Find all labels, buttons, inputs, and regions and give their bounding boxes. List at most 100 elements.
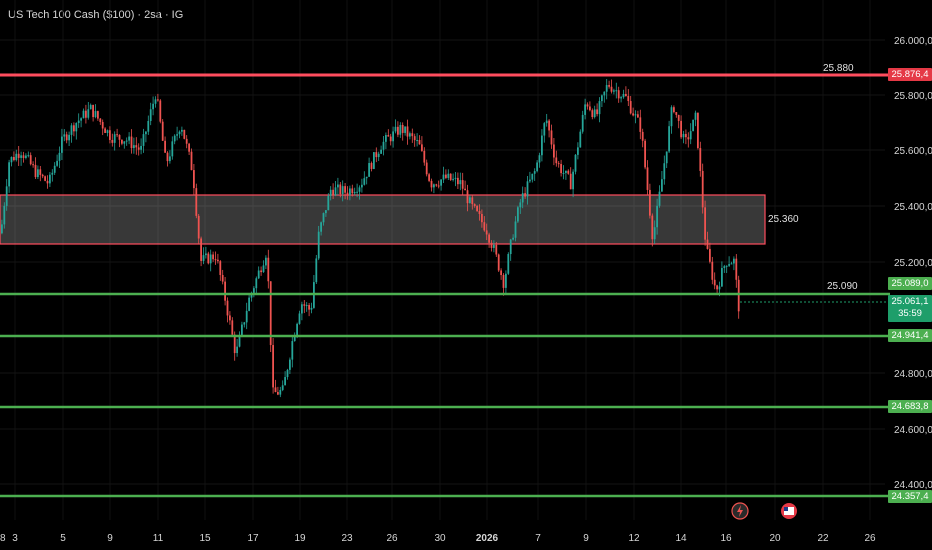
red-level-badge: 25.876,4 bbox=[888, 68, 932, 81]
y-tick-label: 24.800,0 bbox=[894, 369, 932, 380]
candle-body bbox=[490, 242, 493, 248]
candle-body bbox=[142, 134, 145, 146]
candle-body bbox=[308, 305, 310, 310]
x-tick-label: 3 bbox=[12, 533, 18, 544]
candle-body bbox=[682, 133, 685, 138]
candle-body bbox=[502, 274, 505, 288]
x-tick-label: 7 bbox=[535, 533, 541, 544]
candle-body bbox=[315, 258, 318, 283]
x-tick-label: 30 bbox=[434, 533, 446, 544]
candle-body bbox=[101, 121, 104, 129]
candles-group bbox=[1, 79, 740, 398]
candle-body bbox=[469, 197, 471, 204]
candle-body bbox=[437, 185, 440, 187]
candle-body bbox=[373, 152, 375, 169]
candle-body bbox=[694, 112, 697, 120]
y-tick-label: 25.400,0 bbox=[894, 202, 932, 213]
candle-body bbox=[526, 181, 529, 197]
candle-body bbox=[397, 126, 399, 135]
candle-body bbox=[322, 213, 325, 223]
candle-body bbox=[291, 341, 294, 360]
candle-body bbox=[497, 254, 500, 271]
candle-body bbox=[512, 237, 514, 240]
candle-body bbox=[521, 193, 524, 203]
candle-body bbox=[245, 310, 248, 323]
candle-body bbox=[207, 253, 210, 264]
candle-body bbox=[509, 239, 512, 255]
candle-body bbox=[586, 104, 589, 107]
candle-body bbox=[190, 151, 193, 171]
candle-body bbox=[471, 197, 474, 205]
candle-body bbox=[401, 124, 404, 133]
candle-body bbox=[34, 164, 37, 178]
candle-body bbox=[483, 222, 486, 231]
candle-body bbox=[627, 95, 630, 102]
candle-body bbox=[284, 377, 286, 386]
candle-body bbox=[279, 389, 282, 395]
candle-body bbox=[392, 131, 394, 142]
us-flag-stripes bbox=[784, 507, 794, 515]
candle-body bbox=[217, 259, 219, 262]
candle-body bbox=[149, 109, 152, 121]
candle-body bbox=[145, 131, 147, 135]
candle-body bbox=[49, 174, 51, 184]
candle-body bbox=[77, 120, 80, 124]
candle-body bbox=[514, 221, 517, 238]
x-tick-label: 22 bbox=[817, 533, 829, 544]
candle-body bbox=[176, 134, 178, 136]
event-icons bbox=[731, 502, 797, 520]
candle-body bbox=[370, 163, 373, 169]
candle-body bbox=[380, 149, 382, 154]
candle-body bbox=[197, 215, 200, 239]
candle-body bbox=[181, 129, 183, 132]
candle-body bbox=[704, 207, 706, 240]
candle-body bbox=[289, 359, 291, 370]
candle-body bbox=[685, 133, 687, 138]
candle-body bbox=[517, 207, 519, 222]
candle-body bbox=[29, 155, 32, 165]
candle-body bbox=[51, 172, 54, 175]
candle-body bbox=[665, 151, 668, 164]
x-tick-label: 9 bbox=[583, 533, 589, 544]
candle-body bbox=[596, 109, 598, 115]
candle-body bbox=[692, 119, 694, 132]
candle-body bbox=[653, 227, 656, 240]
candle-body bbox=[356, 191, 358, 193]
candle-body bbox=[301, 304, 303, 314]
candle-body bbox=[125, 140, 128, 142]
candle-body bbox=[713, 279, 716, 286]
candle-body bbox=[421, 144, 423, 151]
candle-body bbox=[411, 133, 414, 137]
candle-body bbox=[3, 205, 6, 225]
candle-body bbox=[320, 222, 322, 232]
y-tick-label: 24.600,0 bbox=[894, 425, 932, 436]
candle-body bbox=[173, 135, 176, 142]
candle-body bbox=[53, 165, 56, 173]
candle-body bbox=[87, 109, 90, 118]
candle-body bbox=[377, 153, 380, 158]
candle-body bbox=[10, 157, 13, 163]
candle-body bbox=[137, 147, 140, 150]
candle-body bbox=[22, 155, 25, 159]
candle-body bbox=[399, 124, 402, 135]
candle-body bbox=[689, 131, 692, 140]
candle-body bbox=[171, 141, 174, 157]
candle-body bbox=[111, 139, 114, 143]
candle-body bbox=[591, 110, 594, 118]
y-tick-label: 25.800,0 bbox=[894, 91, 932, 102]
candle-body bbox=[557, 163, 560, 165]
candle-body bbox=[365, 176, 368, 179]
candle-body bbox=[255, 278, 258, 289]
x-tick-label: 12 bbox=[628, 533, 640, 544]
candle-body bbox=[63, 134, 66, 137]
candle-body bbox=[58, 152, 61, 161]
candle-body bbox=[473, 204, 476, 206]
candle-body bbox=[543, 123, 546, 136]
candle-body bbox=[118, 134, 121, 140]
candle-body bbox=[361, 184, 363, 188]
candle-body bbox=[123, 141, 126, 144]
candle-body bbox=[737, 279, 740, 312]
x-tick-label: 11 bbox=[153, 533, 164, 544]
candle-body bbox=[598, 101, 601, 115]
